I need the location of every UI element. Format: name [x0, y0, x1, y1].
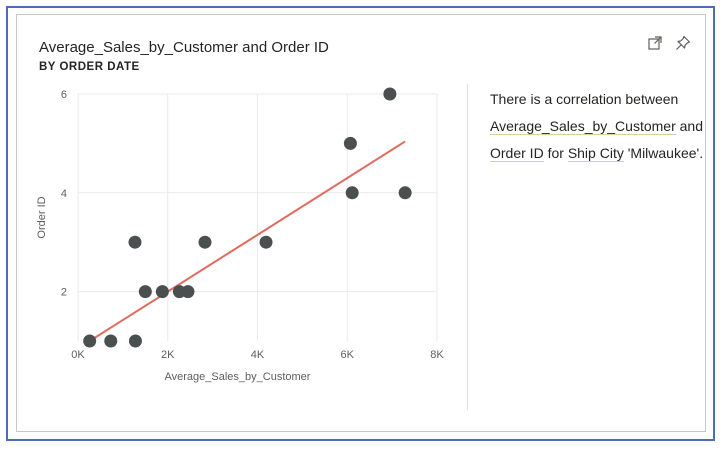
insight-field-category[interactable]: Ship City	[567, 145, 624, 162]
pin-icon[interactable]	[674, 34, 692, 52]
y-tick-label: 2	[61, 287, 67, 299]
data-point[interactable]	[198, 235, 212, 249]
data-point[interactable]	[128, 235, 142, 249]
x-axis-title: Average_Sales_by_Customer	[165, 371, 311, 383]
insight-field-y[interactable]: Order ID	[490, 145, 544, 162]
x-tick-label: 2K	[161, 349, 175, 361]
data-point[interactable]	[83, 334, 97, 348]
visual-title: Average_Sales_by_Customer and Order ID	[39, 39, 329, 56]
x-tick-label: 8K	[430, 349, 444, 361]
trend-line	[89, 140, 406, 342]
data-point[interactable]	[259, 235, 273, 249]
data-point[interactable]	[383, 87, 397, 101]
visual-subtitle: BY ORDER DATE	[39, 61, 140, 73]
data-point[interactable]	[138, 285, 152, 299]
insight-text: There is a correlation between Average_S…	[490, 86, 705, 167]
insight-text-part: There is a correlation between	[490, 91, 679, 107]
data-point[interactable]	[343, 136, 357, 150]
y-tick-label: 6	[61, 89, 67, 101]
insight-field-x[interactable]: Average_Sales_by_Customer	[490, 118, 676, 135]
x-tick-label: 6K	[341, 349, 355, 361]
insight-text-part: 'Milwaukee'.	[623, 145, 704, 161]
insight-text-part: and	[675, 118, 703, 134]
y-tick-label: 4	[61, 188, 67, 200]
data-point[interactable]	[181, 285, 195, 299]
x-tick-label: 4K	[251, 349, 265, 361]
y-axis-title: Order ID	[36, 196, 48, 238]
data-point[interactable]	[104, 334, 118, 348]
data-point[interactable]	[345, 186, 359, 200]
visual-card	[16, 14, 706, 432]
focus-mode-icon[interactable]	[646, 34, 664, 52]
panel-divider	[467, 84, 468, 410]
data-point[interactable]	[398, 186, 412, 200]
data-point[interactable]	[155, 285, 169, 299]
insight-text-part: for	[543, 145, 568, 161]
x-tick-label: 0K	[71, 349, 85, 361]
data-point[interactable]	[128, 334, 142, 348]
